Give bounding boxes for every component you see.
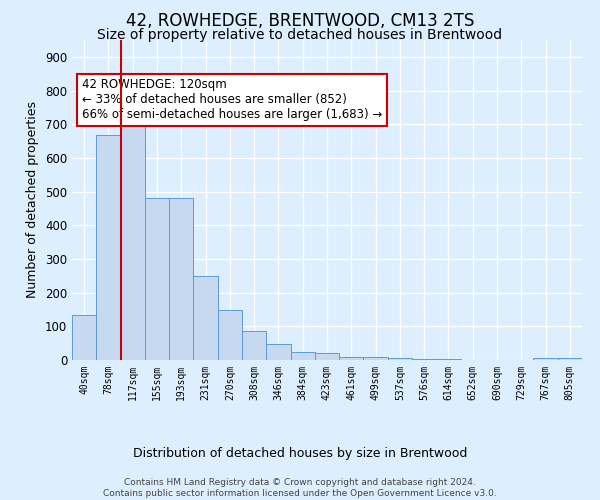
Text: 42, ROWHEDGE, BRENTWOOD, CM13 2TS: 42, ROWHEDGE, BRENTWOOD, CM13 2TS bbox=[126, 12, 474, 30]
Bar bbox=[412, 358, 436, 360]
Bar bbox=[96, 136, 121, 360]
Text: Distribution of detached houses by size in Brentwood: Distribution of detached houses by size … bbox=[133, 448, 467, 460]
Text: Size of property relative to detached houses in Brentwood: Size of property relative to detached ho… bbox=[97, 28, 503, 42]
Bar bbox=[266, 344, 290, 360]
Text: Contains HM Land Registry data © Crown copyright and database right 2024.
Contai: Contains HM Land Registry data © Crown c… bbox=[103, 478, 497, 498]
Y-axis label: Number of detached properties: Number of detached properties bbox=[26, 102, 40, 298]
Bar bbox=[242, 332, 266, 360]
Bar bbox=[145, 198, 169, 360]
Bar bbox=[218, 310, 242, 360]
Bar bbox=[315, 354, 339, 360]
Bar bbox=[533, 358, 558, 360]
Bar bbox=[558, 358, 582, 360]
Bar bbox=[290, 352, 315, 360]
Bar bbox=[169, 198, 193, 360]
Bar bbox=[72, 314, 96, 360]
Bar bbox=[121, 126, 145, 360]
Bar bbox=[193, 276, 218, 360]
Bar bbox=[364, 358, 388, 360]
Bar bbox=[339, 356, 364, 360]
Bar bbox=[388, 358, 412, 360]
Text: 42 ROWHEDGE: 120sqm
← 33% of detached houses are smaller (852)
66% of semi-detac: 42 ROWHEDGE: 120sqm ← 33% of detached ho… bbox=[82, 78, 382, 122]
